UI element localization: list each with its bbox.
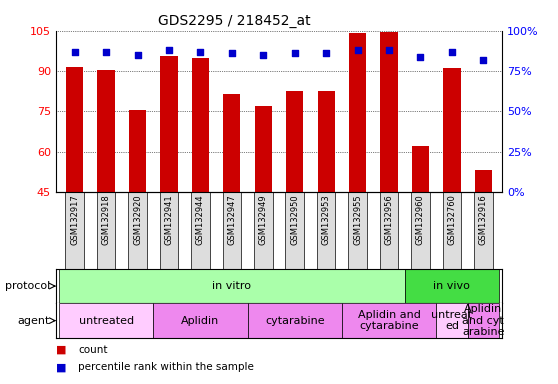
Bar <box>59 303 153 338</box>
Point <box>353 47 362 53</box>
Text: GSM132950: GSM132950 <box>290 194 299 245</box>
Point <box>448 49 456 55</box>
Bar <box>286 192 304 269</box>
Text: in vivo: in vivo <box>434 281 470 291</box>
Text: ■: ■ <box>56 362 66 372</box>
Point <box>133 52 142 58</box>
Bar <box>248 303 342 338</box>
Bar <box>128 192 147 269</box>
Point <box>165 47 174 53</box>
Bar <box>191 192 210 269</box>
Text: GSM132944: GSM132944 <box>196 194 205 245</box>
Text: GSM132960: GSM132960 <box>416 194 425 245</box>
Text: GSM132947: GSM132947 <box>227 194 237 245</box>
Text: GSM132949: GSM132949 <box>259 194 268 245</box>
Bar <box>318 91 335 192</box>
Bar <box>317 192 335 269</box>
Text: GSM132917: GSM132917 <box>70 194 79 245</box>
Bar <box>66 67 83 192</box>
Bar <box>254 106 272 192</box>
Bar <box>342 303 436 338</box>
Text: untreat
ed: untreat ed <box>431 310 473 331</box>
Text: count: count <box>78 345 108 355</box>
Bar <box>405 269 499 303</box>
Text: Aplidin: Aplidin <box>181 316 219 326</box>
Point <box>259 52 268 58</box>
Bar <box>349 33 366 192</box>
Bar <box>129 110 146 192</box>
Bar <box>380 192 398 269</box>
Bar <box>286 91 304 192</box>
Text: in vitro: in vitro <box>213 281 251 291</box>
Text: Aplidin
and cyt
arabine: Aplidin and cyt arabine <box>462 304 504 337</box>
Bar <box>153 303 248 338</box>
Bar <box>65 192 84 269</box>
Bar <box>97 192 116 269</box>
Point <box>227 50 236 56</box>
Bar <box>443 68 460 192</box>
Point <box>70 49 79 55</box>
Text: Aplidin and
cytarabine: Aplidin and cytarabine <box>358 310 421 331</box>
Bar <box>412 146 429 192</box>
Text: untreated: untreated <box>79 316 134 326</box>
Bar <box>468 303 499 338</box>
Point <box>102 49 110 55</box>
Title: GDS2295 / 218452_at: GDS2295 / 218452_at <box>158 14 311 28</box>
Text: GSM132941: GSM132941 <box>165 194 174 245</box>
Bar <box>381 32 398 192</box>
Bar <box>475 170 492 192</box>
Bar <box>98 70 115 192</box>
Text: GSM132956: GSM132956 <box>384 194 393 245</box>
Bar <box>348 192 367 269</box>
Text: GSM132955: GSM132955 <box>353 194 362 245</box>
Bar <box>474 192 493 269</box>
Point <box>384 47 393 53</box>
Point <box>196 49 205 55</box>
Bar <box>59 269 405 303</box>
Bar <box>223 192 241 269</box>
Bar <box>223 94 240 192</box>
Bar <box>442 192 461 269</box>
Text: agent: agent <box>18 316 50 326</box>
Text: GSM132916: GSM132916 <box>479 194 488 245</box>
Text: ■: ■ <box>56 345 66 355</box>
Point <box>479 57 488 63</box>
Text: GSM132953: GSM132953 <box>321 194 331 245</box>
Text: GSM132920: GSM132920 <box>133 194 142 245</box>
Point <box>416 53 425 60</box>
Text: GSM132918: GSM132918 <box>102 194 110 245</box>
Text: protocol: protocol <box>5 281 50 291</box>
Bar <box>160 56 177 192</box>
Bar <box>411 192 430 269</box>
Bar <box>254 192 272 269</box>
Bar <box>160 192 178 269</box>
Point <box>322 50 331 56</box>
Text: cytarabine: cytarabine <box>265 316 325 326</box>
Bar <box>436 303 468 338</box>
Text: percentile rank within the sample: percentile rank within the sample <box>78 362 254 372</box>
Point <box>290 50 299 56</box>
Text: GSM132760: GSM132760 <box>448 194 456 245</box>
Bar <box>192 58 209 192</box>
